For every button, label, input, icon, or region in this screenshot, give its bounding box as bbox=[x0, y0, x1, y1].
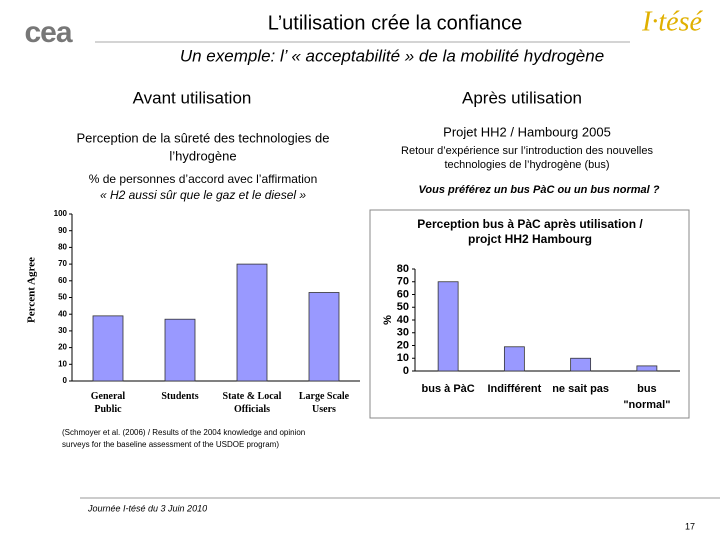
left-text: Perception de la sûreté des technologies… bbox=[77, 130, 330, 145]
y-tick-label: 40 bbox=[397, 314, 409, 326]
y-tick-label: 10 bbox=[58, 359, 67, 368]
x-tick-label: Students bbox=[161, 391, 198, 402]
y-tick-label: 60 bbox=[397, 288, 409, 300]
x-tick-label: bus à PàC bbox=[422, 383, 475, 395]
x-tick-label: Indifférent bbox=[487, 383, 541, 395]
y-tick-label: 80 bbox=[58, 243, 67, 252]
x-tick-label: bus "normal" bbox=[623, 383, 670, 411]
y-tick-label: 50 bbox=[397, 301, 409, 313]
x-tick-label: State & Local Officials bbox=[223, 391, 282, 415]
y-tick-label: 40 bbox=[58, 309, 67, 318]
y-tick-label: 60 bbox=[58, 276, 67, 285]
bar bbox=[503, 346, 525, 372]
y-tick-label: 90 bbox=[58, 226, 67, 235]
left-heading: Avant utilisation bbox=[133, 88, 252, 107]
y-tick-label: 50 bbox=[58, 293, 67, 302]
slide-title: L’utilisation crée la confiance bbox=[268, 12, 523, 34]
chart-title: projct HH2 Hambourg bbox=[468, 232, 592, 246]
chart-frame bbox=[369, 209, 690, 419]
y-axis-label: % bbox=[382, 315, 394, 325]
y-tick-label: 30 bbox=[397, 327, 409, 339]
right-question: Vous préférez un bus PàC ou un bus norma… bbox=[418, 184, 659, 196]
footer: Journée I-tésé du 3 Juin 2010 bbox=[87, 503, 207, 513]
citation: surveys for the baseline assessment of t… bbox=[62, 440, 279, 449]
left-caption: « H2 aussi sûr que le gaz et le diesel » bbox=[100, 188, 306, 202]
y-tick-label: 20 bbox=[397, 339, 409, 351]
chart-title: Perception bus à PàC après utilisation / bbox=[417, 217, 643, 231]
right-text: Retour d’expérience sur l’introduction d… bbox=[401, 145, 653, 157]
page-number: 17 bbox=[685, 521, 695, 531]
right-project: Projet HH2 / Hambourg 2005 bbox=[443, 124, 611, 139]
logo-left: cea bbox=[24, 16, 72, 49]
y-tick-label: 70 bbox=[58, 259, 67, 268]
y-tick-label: 10 bbox=[397, 352, 409, 364]
bar bbox=[92, 315, 124, 382]
y-tick-label: 20 bbox=[58, 343, 67, 352]
bar bbox=[570, 357, 592, 372]
x-tick-label: Large Scale Users bbox=[299, 391, 350, 415]
bar bbox=[308, 292, 340, 382]
left-caption: % de personnes d’accord avec l’affirmati… bbox=[89, 172, 318, 186]
bar bbox=[164, 318, 196, 382]
y-axis-label: Percent Agree bbox=[26, 257, 38, 323]
bar bbox=[236, 263, 268, 382]
y-tick-label: 80 bbox=[397, 263, 409, 275]
bar bbox=[636, 365, 658, 372]
y-tick-label: 0 bbox=[63, 376, 68, 385]
bar bbox=[437, 281, 459, 372]
citation: (Schmoyer et al. (2006) / Results of the… bbox=[62, 428, 305, 437]
x-tick-label: ne sait pas bbox=[552, 383, 609, 395]
subtitle: Un exemple: l’ « acceptabilité » de la m… bbox=[180, 46, 604, 65]
right-heading: Après utilisation bbox=[462, 88, 582, 107]
y-tick-label: 0 bbox=[403, 365, 409, 377]
y-tick-label: 30 bbox=[58, 326, 67, 335]
x-tick-label: General Public bbox=[91, 391, 126, 415]
y-tick-label: 100 bbox=[54, 209, 68, 218]
right-text: technologies de l’hydrogène (bus) bbox=[444, 159, 609, 171]
y-tick-label: 70 bbox=[397, 276, 409, 288]
logo-right: I·tésé bbox=[641, 6, 703, 37]
left-text: l’hydrogène bbox=[169, 148, 236, 163]
